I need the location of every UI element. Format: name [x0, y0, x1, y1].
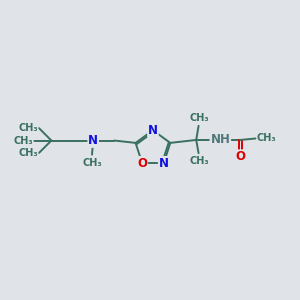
- Text: CH₃: CH₃: [82, 158, 102, 168]
- Text: NH: NH: [210, 134, 230, 146]
- Text: O: O: [236, 150, 245, 163]
- Text: N: N: [159, 157, 169, 170]
- Text: CH₃: CH₃: [18, 148, 38, 158]
- Text: N: N: [88, 134, 98, 147]
- Text: O: O: [137, 157, 147, 170]
- Text: CH₃: CH₃: [18, 123, 38, 133]
- Text: CH₃: CH₃: [14, 136, 33, 146]
- Text: CH₃: CH₃: [189, 155, 209, 166]
- Text: CH₃: CH₃: [189, 113, 209, 124]
- Text: N: N: [148, 124, 158, 137]
- Text: CH₃: CH₃: [257, 134, 277, 143]
